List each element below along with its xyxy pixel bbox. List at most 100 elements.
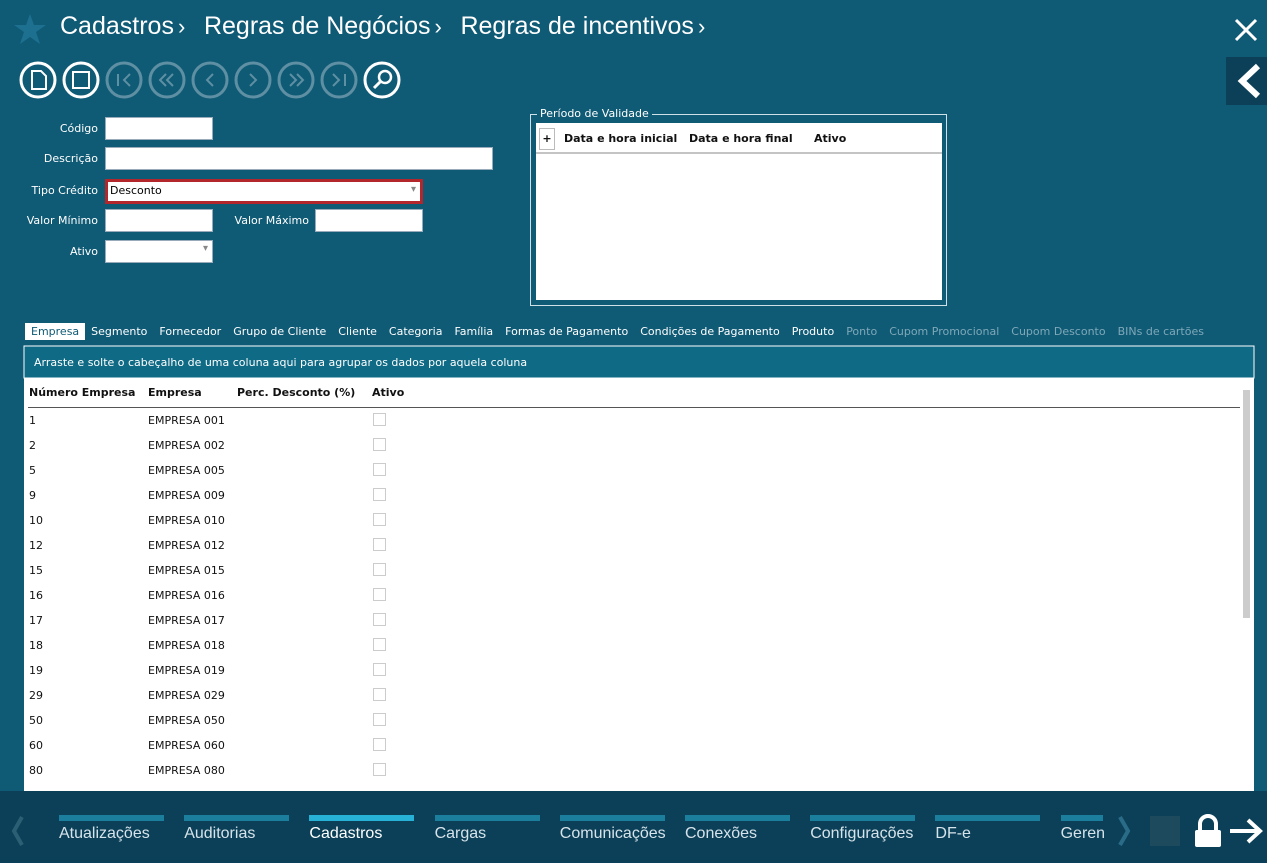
row-number: 2 xyxy=(29,439,36,452)
row-active-checkbox[interactable] xyxy=(373,613,386,626)
row-active-checkbox[interactable] xyxy=(373,638,386,651)
group-bar xyxy=(23,345,1255,379)
field-input[interactable] xyxy=(105,147,493,170)
validity-column[interactable]: Data e hora inicial xyxy=(564,132,678,145)
tab: Cupom Desconto xyxy=(1011,325,1106,338)
first-button xyxy=(105,61,143,99)
nav-item[interactable]: Geren xyxy=(1060,825,1106,842)
nav-item[interactable]: Cadastros xyxy=(309,825,383,842)
row-company: EMPRESA 050 xyxy=(148,714,225,727)
next-page-button xyxy=(277,61,315,99)
favorite-star[interactable] xyxy=(14,14,46,44)
nav-left xyxy=(11,816,24,846)
toolbar xyxy=(19,61,401,99)
lock[interactable] xyxy=(1195,814,1221,847)
save-button[interactable] xyxy=(62,61,100,99)
row-active-checkbox[interactable] xyxy=(373,488,386,501)
new-button[interactable] xyxy=(19,61,57,99)
breadcrumb-separator: › xyxy=(177,14,186,39)
row-company: EMPRESA 002 xyxy=(148,439,225,452)
nav-item[interactable]: Configurações xyxy=(810,825,914,842)
row-company: EMPRESA 017 xyxy=(148,614,225,627)
breadcrumb-item[interactable]: Regras de Negócios xyxy=(203,12,431,40)
next-button xyxy=(234,61,272,99)
close[interactable] xyxy=(1234,18,1258,42)
tab[interactable]: Categoria xyxy=(388,325,443,338)
nav-item[interactable]: Auditorias xyxy=(184,825,256,842)
field-label: Valor Mínimo xyxy=(26,214,98,227)
field-input[interactable]: Desconto ▾ xyxy=(105,179,423,204)
row-number: 60 xyxy=(29,739,43,752)
validity-column[interactable]: Data e hora final xyxy=(689,132,793,145)
field-input[interactable] xyxy=(105,209,213,232)
row-company: EMPRESA 009 xyxy=(148,489,225,502)
row-number: 50 xyxy=(29,714,43,727)
collapse-arrow xyxy=(1237,63,1261,99)
field-input[interactable] xyxy=(315,209,423,232)
column-header[interactable]: Número Empresa xyxy=(29,386,136,399)
nav-bar xyxy=(810,815,916,821)
breadcrumb-item[interactable]: Regras de incentivos xyxy=(460,12,694,40)
tab[interactable]: Fornecedor xyxy=(159,325,222,338)
search-button[interactable] xyxy=(363,61,401,99)
tab: BINs de cartões xyxy=(1117,325,1204,338)
nav-item[interactable]: Comunicações xyxy=(559,825,666,842)
nav-item[interactable]: Atualizações xyxy=(59,825,150,842)
row-number: 9 xyxy=(29,489,36,502)
nav-item[interactable]: DF-e xyxy=(935,825,971,842)
row-number: 10 xyxy=(29,514,43,527)
row-active-checkbox[interactable] xyxy=(373,563,386,576)
row-active-checkbox[interactable] xyxy=(373,538,386,551)
row-active-checkbox[interactable] xyxy=(373,588,386,601)
row-active-checkbox[interactable] xyxy=(373,438,386,451)
row-number: 12 xyxy=(29,539,43,552)
row-number: 5 xyxy=(29,464,36,477)
logout[interactable] xyxy=(1230,818,1263,844)
tab[interactable]: Empresa xyxy=(25,323,86,340)
row-active-checkbox[interactable] xyxy=(373,688,386,701)
row-company: EMPRESA 015 xyxy=(148,564,225,577)
row-company: EMPRESA 080 xyxy=(148,764,225,777)
tab[interactable]: Grupo de Cliente xyxy=(233,325,327,338)
row-number: 1 xyxy=(29,414,36,427)
column-header[interactable]: Empresa xyxy=(148,386,202,399)
nav-bar xyxy=(309,815,415,821)
tab[interactable]: Condições de Pagamento xyxy=(640,325,780,338)
tab[interactable]: Formas de Pagamento xyxy=(505,325,629,338)
field-input[interactable] xyxy=(105,117,213,140)
field-label: Valor Máximo xyxy=(234,214,309,227)
scrollbar[interactable] xyxy=(1243,390,1250,618)
row-company: EMPRESA 012 xyxy=(148,539,225,552)
add-button[interactable]: + xyxy=(539,128,555,150)
row-active-checkbox[interactable] xyxy=(373,463,386,476)
field-label: Tipo Crédito xyxy=(31,184,98,197)
row-active-checkbox[interactable] xyxy=(373,413,386,426)
tab[interactable]: Segmento xyxy=(91,325,148,338)
collapse-panel[interactable] xyxy=(1226,57,1267,105)
tab[interactable]: Família xyxy=(454,325,494,338)
row-number: 29 xyxy=(29,689,43,702)
nav-item[interactable]: Cargas xyxy=(434,825,487,842)
row-active-checkbox[interactable] xyxy=(373,738,386,751)
apps-grid[interactable] xyxy=(1150,816,1180,846)
prev-button xyxy=(191,61,229,99)
row-active-checkbox[interactable] xyxy=(373,663,386,676)
breadcrumb-item[interactable]: Cadastros xyxy=(60,12,174,40)
column-header[interactable]: Ativo xyxy=(372,386,405,399)
row-company: EMPRESA 010 xyxy=(148,514,225,527)
tab[interactable]: Cliente xyxy=(338,325,377,338)
row-active-checkbox[interactable] xyxy=(373,513,386,526)
row-number: 17 xyxy=(29,614,43,627)
prev-page-button xyxy=(148,61,186,99)
nav-item[interactable]: Conexões xyxy=(685,825,758,842)
bottom-bar xyxy=(0,791,1267,863)
field-input[interactable]: ▾ xyxy=(105,240,213,263)
column-header[interactable]: Perc. Desconto (%) xyxy=(237,386,356,399)
row-active-checkbox[interactable] xyxy=(373,713,386,726)
nav-right[interactable] xyxy=(1118,816,1131,846)
validity-column[interactable]: Ativo xyxy=(814,132,847,145)
tab[interactable]: Produto xyxy=(791,325,835,338)
row-active-checkbox[interactable] xyxy=(373,763,386,776)
